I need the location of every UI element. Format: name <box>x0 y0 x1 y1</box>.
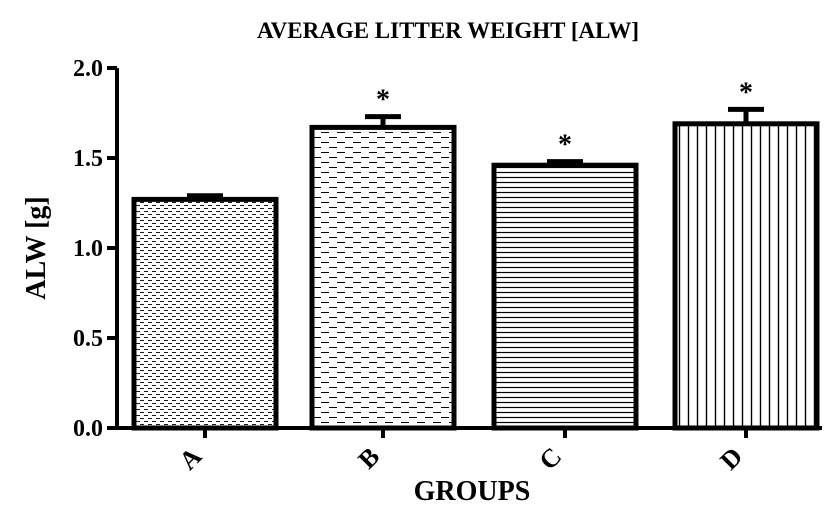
significance-marker: * <box>739 77 753 108</box>
bars-group: * * * <box>131 77 820 431</box>
bar-c <box>491 162 639 431</box>
x-tick-label: D <box>714 442 748 476</box>
x-axis-label: GROUPS <box>414 476 531 506</box>
x-tick-label: C <box>533 442 567 476</box>
y-tick-label: 1.5 <box>73 146 103 172</box>
significance-marker: * <box>558 130 572 161</box>
significance-marker: * <box>376 85 390 116</box>
y-axis: 0.0 0.5 1.0 1.5 2.0 <box>73 56 119 442</box>
y-tick-label: 0.0 <box>73 416 103 442</box>
x-tick-label: B <box>352 442 385 475</box>
bar-b <box>309 124 457 431</box>
chart-title: AVERAGE LITTER WEIGHT [ALW] <box>257 18 639 43</box>
y-tick-label: 1.0 <box>73 236 103 262</box>
y-tick-label: 0.5 <box>73 326 103 352</box>
x-tick-label: A <box>173 442 207 476</box>
bar-d <box>672 121 820 431</box>
y-tick-label: 2.0 <box>73 56 103 82</box>
bar-a <box>131 196 279 431</box>
y-axis-label: ALW [g] <box>21 196 52 299</box>
x-axis: A B C D <box>115 426 822 476</box>
